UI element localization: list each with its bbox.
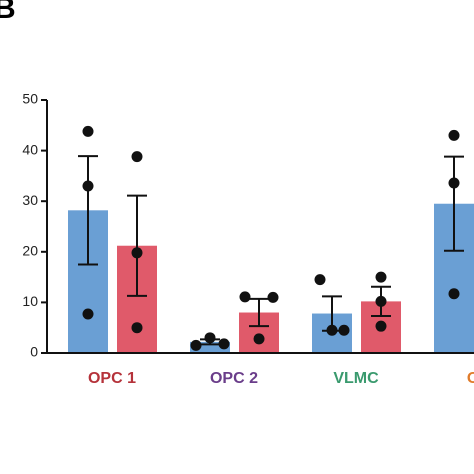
data-point <box>82 180 94 192</box>
y-tick-label: 10 <box>22 293 38 309</box>
y-tick-label: 40 <box>22 141 38 157</box>
data-point <box>82 125 94 137</box>
x-tick-label: OPC 2 <box>210 370 258 387</box>
data-point <box>375 320 387 332</box>
data-point <box>239 291 251 303</box>
data-point <box>448 129 460 141</box>
data-point <box>448 288 460 300</box>
data-point <box>448 177 460 189</box>
data-point <box>375 271 387 283</box>
data-point <box>204 332 216 344</box>
x-tick-label: OPC 1 <box>88 370 136 387</box>
data-point <box>190 339 202 351</box>
data-point <box>338 324 350 336</box>
data-point <box>218 338 230 350</box>
y-tick-label: 30 <box>22 192 38 208</box>
data-point <box>131 322 143 334</box>
data-point <box>326 324 338 336</box>
bar <box>190 341 230 353</box>
y-tick-label: 50 <box>22 91 38 107</box>
panel-label: B <box>0 0 16 25</box>
data-point <box>82 308 94 320</box>
data-point <box>375 295 387 307</box>
data-point <box>131 247 143 259</box>
data-point <box>267 291 279 303</box>
y-tick-label: 0 <box>30 344 38 360</box>
data-point <box>131 151 143 163</box>
x-tick-label: OL <box>467 370 474 387</box>
y-tick-label: 20 <box>22 243 38 259</box>
data-point <box>314 274 326 286</box>
x-tick-label: VLMC <box>333 370 379 387</box>
data-point <box>253 333 265 345</box>
